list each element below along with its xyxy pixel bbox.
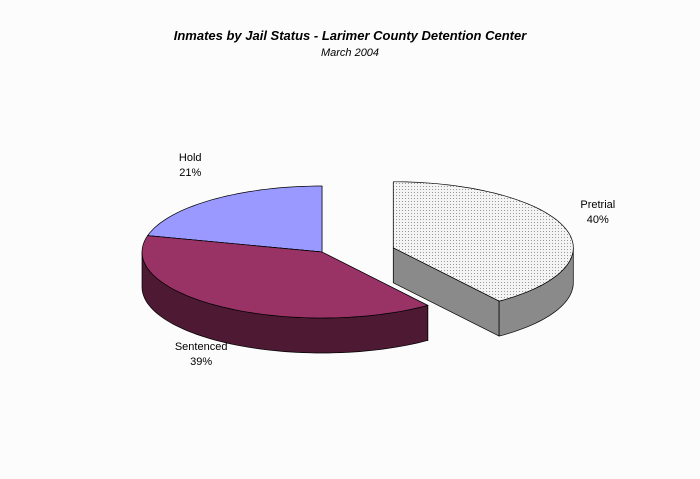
slice: [147, 185, 323, 253]
slice: [141, 235, 429, 319]
slice: [392, 181, 574, 302]
slice-label: Sentenced: [175, 341, 228, 353]
slice-value-label: 40%: [587, 214, 609, 226]
slice-label: Hold: [179, 152, 202, 164]
slice-value-label: 21%: [179, 167, 201, 179]
chart-subtitle: March 2004: [321, 47, 379, 59]
slice-value-label: 39%: [190, 356, 212, 368]
slice-label: Pretrial: [580, 199, 615, 211]
chart-title: Inmates by Jail Status - Larimer County …: [174, 28, 527, 43]
